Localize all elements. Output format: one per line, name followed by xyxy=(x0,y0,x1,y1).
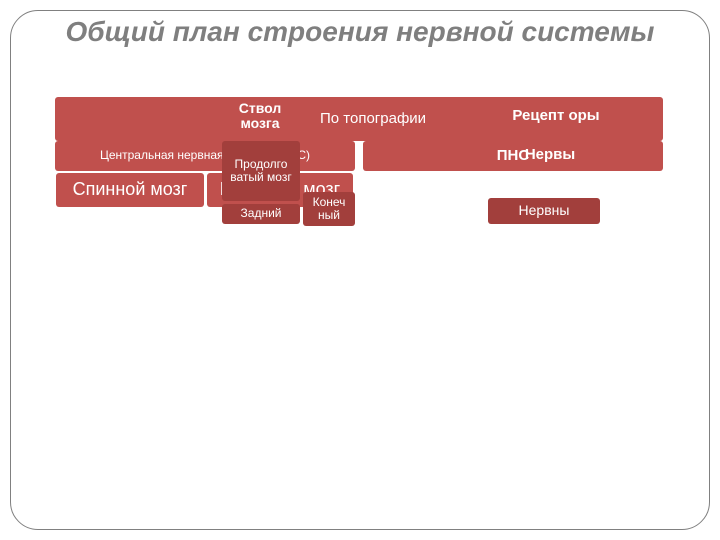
slide-frame xyxy=(10,10,710,530)
slide-title: Общий план строения нервной системы xyxy=(0,15,720,49)
box-terminal: Конеч ный xyxy=(303,192,355,226)
box-stem: Ствол мозга xyxy=(225,96,295,136)
box-receptors: Рецепт оры xyxy=(510,96,602,136)
box-medulla: Продолго ватый мозг xyxy=(222,141,300,201)
box-nerves: Нервы xyxy=(515,141,585,169)
box-spinal: Спинной мозг xyxy=(56,173,204,207)
box-nervous: Нервны xyxy=(488,198,600,224)
box-pns-bar: ПНС xyxy=(363,141,663,171)
box-posterior: Задний xyxy=(222,204,300,224)
box-cns-bar: Центральная нервная система (ЦНС) xyxy=(55,141,355,171)
